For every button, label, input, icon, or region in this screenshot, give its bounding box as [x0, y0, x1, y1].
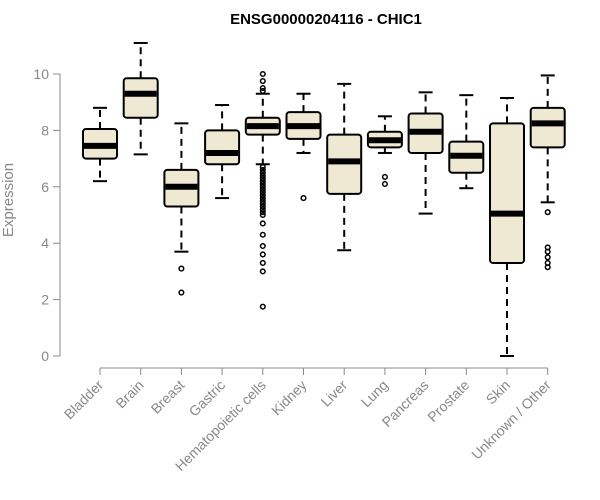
box-skin: [489, 96, 525, 357]
outlier-point: [259, 220, 266, 227]
y-axis-label: Expression: [0, 163, 17, 237]
outlier-point: [259, 87, 266, 94]
x-tick-label: Liver: [318, 377, 351, 410]
outlier-point: [259, 166, 266, 173]
box-liver: [326, 82, 363, 252]
x-tick-label: Brain: [112, 377, 146, 411]
outlier-point: [178, 289, 185, 296]
outlier-point: [259, 172, 266, 179]
y-tick-label: 10: [33, 66, 49, 82]
box-gastric: [204, 104, 241, 200]
outlier-point: [259, 231, 266, 238]
outlier-point: [544, 248, 551, 255]
outlier-point: [259, 180, 266, 188]
x-tick-label: Bladder: [61, 377, 107, 423]
outlier-point: [259, 206, 266, 213]
outlier-point: [259, 242, 266, 250]
outlier-point: [544, 264, 551, 271]
x-tick-label: Lung: [358, 377, 391, 410]
outlier-point: [259, 183, 266, 190]
box-body: [204, 129, 241, 166]
box-body: [529, 106, 566, 149]
box-lung: [366, 115, 403, 188]
outlier-point: [544, 209, 551, 216]
box-breast: [163, 122, 200, 296]
y-tick-label: 2: [41, 292, 49, 308]
x-tick-label: Prostate: [424, 377, 472, 425]
outlier-point: [381, 173, 388, 180]
outlier-point: [259, 259, 266, 266]
box-kidney: [285, 92, 322, 202]
y-tick-label: 4: [41, 235, 49, 251]
box-series: [82, 41, 566, 357]
outlier-point: [178, 265, 185, 272]
box-bladder: [82, 106, 118, 183]
outlier-point: [259, 169, 266, 176]
outlier-point: [259, 78, 266, 85]
y-axis: 0 2 4 6 8 10: [33, 66, 61, 364]
outlier-point: [259, 197, 266, 204]
outlier-point: [259, 178, 266, 185]
y-tick-label: 0: [41, 348, 49, 364]
box-body: [122, 77, 159, 119]
outlier-point: [259, 189, 266, 196]
box-brain: [122, 41, 159, 156]
outlier-point: [259, 251, 266, 258]
outlier-point: [259, 70, 266, 78]
outlier-point: [259, 203, 266, 210]
outlier-point: [259, 164, 266, 171]
outlier-point: [259, 175, 266, 182]
outlier-point: [259, 303, 266, 310]
outlier-point: [259, 211, 266, 219]
outlier-point: [381, 180, 388, 188]
x-tick-label: Skin: [483, 377, 514, 408]
y-tick-label: 6: [41, 179, 49, 195]
chart-title: ENSG00000204116 - CHIC1: [230, 11, 422, 28]
outlier-point: [259, 200, 266, 207]
y-tick-label: 8: [41, 122, 49, 138]
outlier-point: [259, 85, 266, 92]
outlier-point: [259, 209, 266, 216]
box-pancreas: [407, 91, 444, 215]
box-body: [489, 122, 525, 264]
box-prostate: [448, 94, 485, 190]
x-tick-label: Kidney: [268, 377, 310, 419]
box-hematopoietic-cells: [244, 70, 281, 310]
x-tick-label: Breast: [148, 377, 188, 417]
outlier-point: [259, 195, 266, 202]
outlier-point: [544, 254, 551, 261]
outlier-point: [259, 192, 266, 199]
outlier-point: [259, 186, 266, 193]
outlier-point: [300, 195, 307, 202]
box-unknown-other: [529, 74, 566, 271]
outlier-point: [259, 268, 266, 275]
